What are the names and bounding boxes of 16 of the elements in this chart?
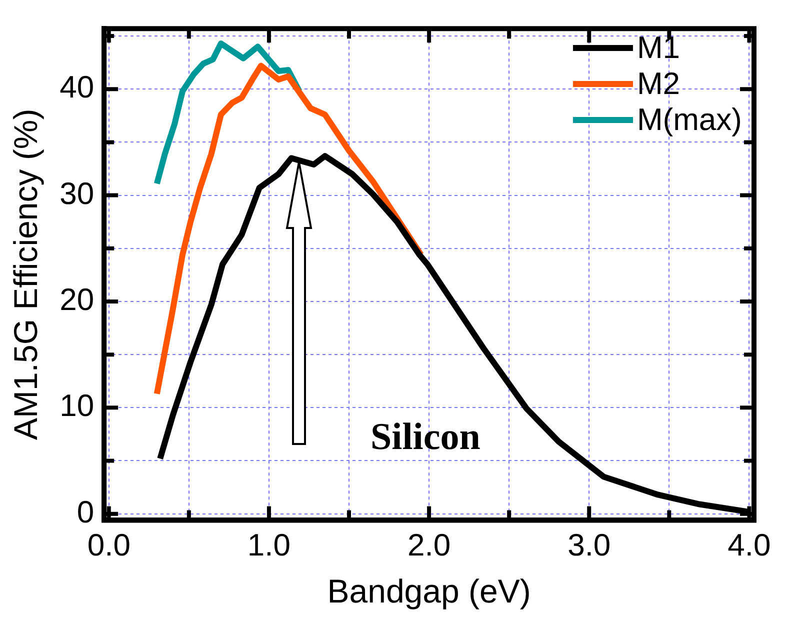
y-tick-label: 30: [60, 176, 94, 211]
x-tick-label: 0.0: [87, 527, 130, 562]
annotation: Silicon: [370, 416, 480, 458]
y-tick-label: 40: [60, 70, 94, 105]
x-tick-label: 2.0: [407, 527, 451, 562]
y-tick-label: 0: [76, 494, 94, 530]
legend-label: M(max): [636, 102, 742, 138]
x-tick-label: 4.0: [728, 527, 771, 562]
legend-label: M2: [636, 66, 680, 102]
y-tick-label: 20: [60, 282, 94, 318]
x-tick-label: 3.0: [568, 527, 611, 562]
x-tick-label: 1.0: [247, 527, 291, 562]
x-axis-title: Bandgap (eV): [327, 572, 531, 610]
y-tick-label: 10: [60, 388, 94, 424]
legend-label: M1: [636, 30, 680, 66]
y-axis-title: AM1.5G Efficiency (%): [6, 108, 44, 440]
